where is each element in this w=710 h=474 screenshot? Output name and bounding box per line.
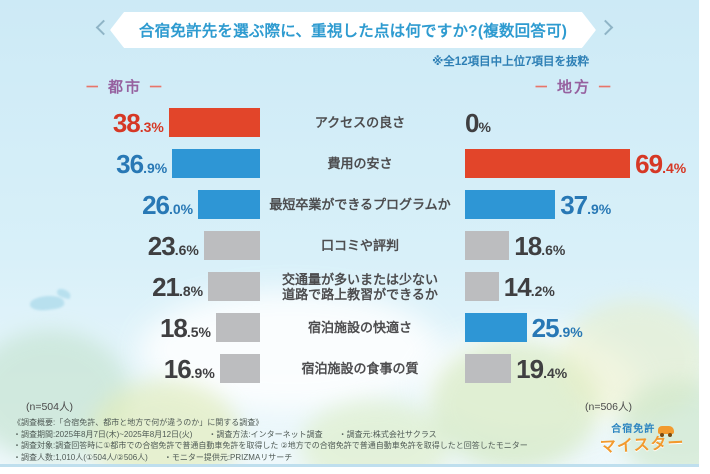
survey-note-line: ・調査人数:1,010人(①504人/②506人) ・モニター提供元:PRIZM… xyxy=(13,452,293,462)
dash-decoration: － xyxy=(148,79,166,96)
brand-logo: 合宿免許 マイスター xyxy=(600,420,686,457)
value-label: 0% xyxy=(465,107,491,138)
urban-cell: 36.9% xyxy=(0,149,260,178)
category-label: 費用の安さ xyxy=(327,156,393,171)
dash-decoration: － xyxy=(533,79,551,96)
urban-cell: 18.5% xyxy=(0,313,260,342)
car-icon xyxy=(658,426,675,437)
title-banner: 合宿免許先を選ぶ際に、重視した点は何ですか?(複数回答可) xyxy=(110,12,596,48)
rural-cell: 19.4% xyxy=(460,354,699,383)
value-label: 26.0% xyxy=(142,189,194,220)
survey-note-line: ・調査期間:2025年8月7日(木)~2025年8月12日(火) ・調査方法:イ… xyxy=(13,429,437,439)
bar xyxy=(215,313,260,342)
value-label: 36.9% xyxy=(116,148,168,179)
column-header-rural: － 地方 － xyxy=(449,76,699,97)
urban-cell: 26.0% xyxy=(0,190,260,219)
bar xyxy=(465,149,631,178)
value-label: 23.6% xyxy=(147,230,199,261)
chart-row: 18.5% 宿泊施設の快適さ 25.9% xyxy=(0,309,699,346)
bar xyxy=(168,108,260,137)
sky-background: 合宿免許先を選ぶ際に、重視した点は何ですか?(複数回答可) ※全12項目中上位7… xyxy=(0,0,699,467)
column-header-rural-label: 地方 xyxy=(556,79,591,96)
tree-decoration xyxy=(90,380,240,464)
bar xyxy=(172,149,260,178)
value-label: 19.4% xyxy=(516,353,568,384)
rural-cell: 14.2% xyxy=(460,272,699,301)
bar xyxy=(219,354,260,383)
column-header-urban: － 都市 － xyxy=(0,76,250,97)
rural-cell: 0% xyxy=(460,110,699,136)
urban-cell: 23.6% xyxy=(0,231,260,260)
rural-cell: 18.6% xyxy=(460,231,699,260)
page-title: 合宿免許先を選ぶ際に、重視した点は何ですか?(複数回答可) xyxy=(138,23,568,40)
value-label: 16.9% xyxy=(163,353,215,384)
column-headers: － 都市 － － 地方 － xyxy=(0,76,699,97)
tree-decoration xyxy=(300,400,450,464)
urban-cell: 21.8% xyxy=(0,272,260,301)
rural-cell: 37.9% xyxy=(460,190,699,219)
chart-row: 21.8% 交通量が多いまたは少ない 道路で路上教習ができるか 14.2% xyxy=(0,268,699,305)
dash-decoration: － xyxy=(597,79,615,96)
bar xyxy=(203,231,260,260)
survey-note-line: ・調査対象:調査回答時に①都市での合宿免許で普通自動車免許を取得した ②地方での… xyxy=(13,441,528,450)
category-label: 宿泊施設の快適さ xyxy=(307,320,412,335)
survey-notes: 《調査概要:「合宿免許、都市と地方で何が違うのか」に関する調査》 ・調査期間:2… xyxy=(13,417,603,463)
chart-row: 38.3% アクセスの良さ 0% xyxy=(0,104,699,141)
bar xyxy=(465,190,556,219)
banner-left-chevron-icon xyxy=(95,19,112,36)
survey-note-line: 《調査概要:「合宿免許、都市と地方で何が違うのか」に関する調査》 xyxy=(13,418,264,427)
urban-cell: 16.9% xyxy=(0,354,260,383)
value-label: 38.3% xyxy=(112,107,164,138)
value-label: 14.2% xyxy=(503,271,555,302)
value-label: 18.6% xyxy=(514,230,566,261)
value-label: 25.9% xyxy=(531,312,583,343)
bar xyxy=(465,231,510,260)
value-label: 21.8% xyxy=(152,271,204,302)
subtitle-note: ※全12項目中上位7項目を抜粋 xyxy=(432,56,589,68)
category-label: 最短卒業ができるプログラムか xyxy=(269,197,451,212)
bar xyxy=(465,313,527,342)
brand-logo-top: 合宿免許 xyxy=(611,424,675,437)
rural-cell: 25.9% xyxy=(460,313,699,342)
dash-decoration: － xyxy=(84,79,102,96)
value-label: 37.9% xyxy=(560,189,612,220)
category-label: アクセスの良さ xyxy=(314,115,406,130)
urban-cell: 38.3% xyxy=(0,108,260,137)
column-header-urban-label: 都市 xyxy=(107,79,142,96)
category-label: 口コミや評判 xyxy=(320,238,399,253)
bar xyxy=(198,190,260,219)
chart-row: 23.6% 口コミや評判 18.6% xyxy=(0,227,699,264)
bar xyxy=(208,272,260,301)
bar xyxy=(465,272,499,301)
value-label: 18.5% xyxy=(159,312,211,343)
chart-row: 16.9% 宿泊施設の食事の質 19.4% xyxy=(0,350,699,387)
bar-chart: 38.3% アクセスの良さ 0% 36.9% 費用の安さ 69.4% 26.0% 最短卒業がで… xyxy=(0,104,699,391)
sample-size-rural: (n=506人) xyxy=(585,401,632,413)
chart-row: 36.9% 費用の安さ 69.4% xyxy=(0,145,699,182)
sample-size-urban: (n=504人) xyxy=(26,401,73,413)
category-label: 交通量が多いまたは少ない 道路で路上教習ができるか xyxy=(281,271,438,302)
category-label: 宿泊施設の食事の質 xyxy=(301,361,419,376)
brand-logo-top-text: 合宿免許 xyxy=(611,424,656,435)
value-label: 69.4% xyxy=(635,148,687,179)
bar xyxy=(465,354,512,383)
brand-logo-bottom: マイスター xyxy=(600,434,686,457)
rural-cell: 69.4% xyxy=(460,149,699,178)
chart-row: 26.0% 最短卒業ができるプログラムか 37.9% xyxy=(0,186,699,223)
banner-right-chevron-icon xyxy=(597,19,614,36)
